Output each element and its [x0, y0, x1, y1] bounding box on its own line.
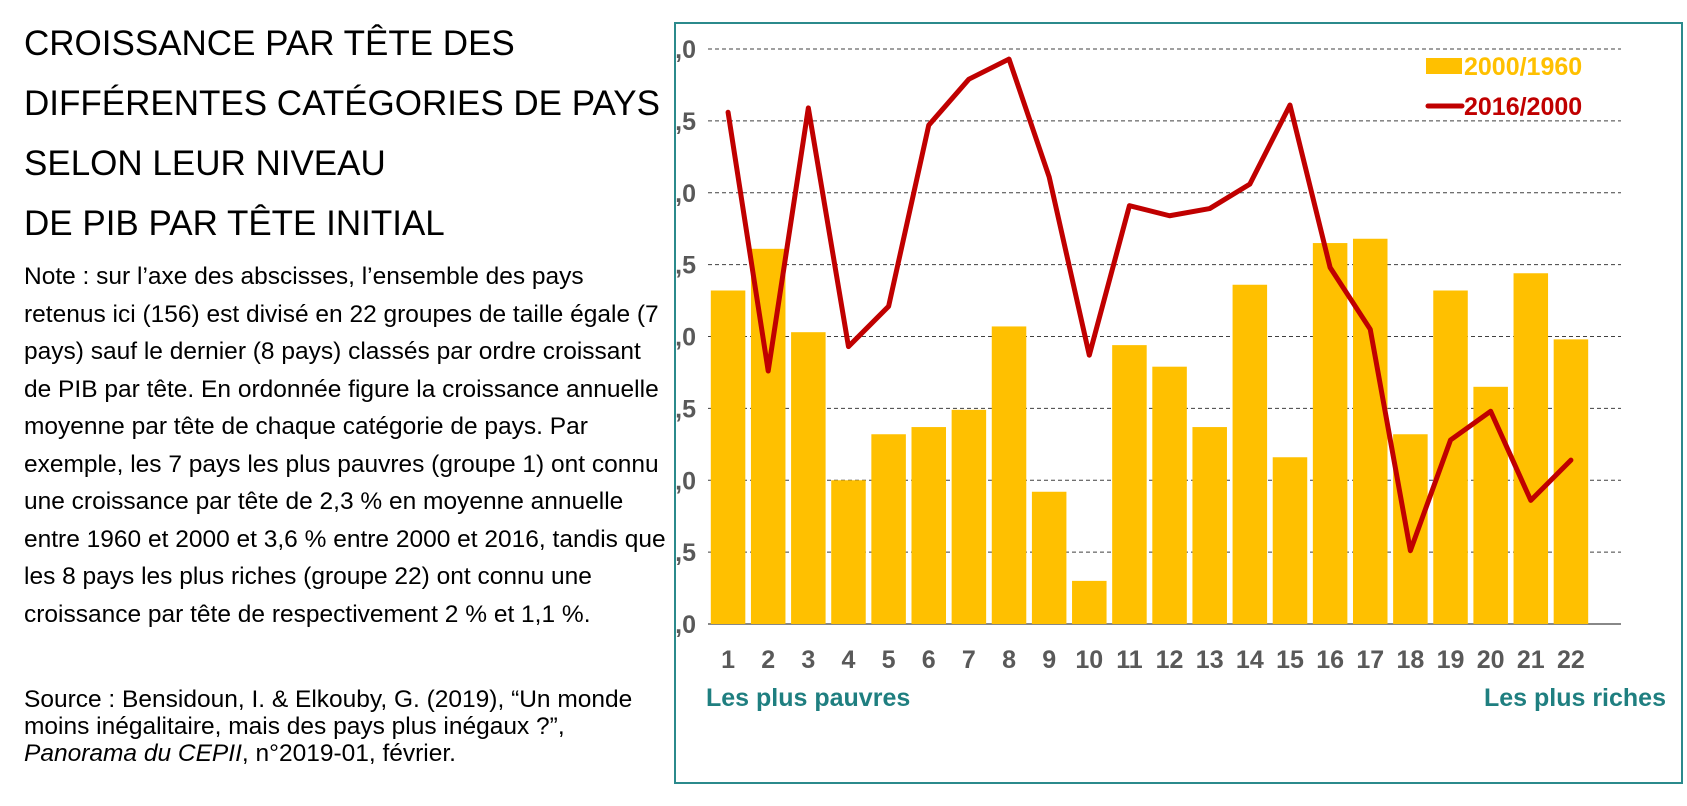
- y-tick-label: 3,0: [676, 180, 696, 208]
- x-tick-label: 2: [761, 646, 775, 674]
- title-line-2: DIFFÉRENTES CATÉGORIES DE PAYS: [24, 84, 660, 123]
- bar-13: [1192, 427, 1227, 624]
- source-suffix: , n°2019-01, février.: [241, 740, 456, 767]
- x-tick-label: 13: [1196, 646, 1224, 674]
- x-tick-label: 11: [1116, 646, 1143, 674]
- bar-11: [1112, 345, 1147, 624]
- x-tick-label: 9: [1042, 646, 1056, 674]
- title-line-1: CROISSANCE PAR TÊTE DES: [24, 24, 515, 63]
- x-tick-label: 22: [1557, 646, 1585, 674]
- note-paragraph: Note : sur l’axe des abscisses, l’ensemb…: [24, 263, 666, 628]
- bar-22: [1553, 339, 1589, 624]
- y-tick-label: 1,0: [676, 467, 696, 495]
- bar-10: [1072, 580, 1107, 624]
- line-series: [725, 56, 1574, 554]
- x-tick-label: 8: [1002, 646, 1016, 674]
- y-tick-label: 2,5: [676, 252, 696, 280]
- chart-frame: 0,00,51,01,52,02,53,03,54,0 123456789101…: [674, 22, 1683, 784]
- source-italic: Panorama du CEPII: [24, 740, 242, 767]
- legend-label-line: 2016/2000: [1464, 93, 1582, 121]
- bar-19: [1433, 290, 1468, 624]
- growth-chart: 0,00,51,01,52,02,53,03,54,0 123456789101…: [676, 36, 1666, 712]
- x-tick-label: 20: [1477, 646, 1505, 674]
- bar-5: [871, 434, 906, 624]
- source-citation: Source : Bensidoun, I. & Elkouby, G. (20…: [24, 686, 669, 767]
- bar-7: [951, 409, 987, 624]
- legend: 2000/1960 2016/2000: [1425, 53, 1582, 121]
- x-tick-label: 14: [1236, 646, 1264, 674]
- title-line-4: DE PIB PAR TÊTE INITIAL: [24, 204, 445, 243]
- bar-4: [831, 480, 866, 624]
- y-axis-labels: 0,0 0,5 1,0 1,5 2,0 2,5 3,0 3,5 4,0: [676, 36, 696, 639]
- y-tick-label: 0,5: [676, 539, 696, 567]
- x-tick-label: 7: [962, 646, 976, 674]
- y-tick-label: 3,5: [676, 108, 696, 136]
- x-tick-label: 19: [1437, 646, 1465, 674]
- legend-label-bar: 2000/1960: [1464, 53, 1582, 81]
- x-tick-label: 16: [1316, 646, 1344, 674]
- x-tick-label: 12: [1156, 646, 1184, 674]
- bar-18: [1393, 434, 1428, 624]
- x-tick-label: 5: [882, 646, 896, 674]
- x-tick-label: 10: [1075, 646, 1103, 674]
- line-2016-2000: [725, 56, 1574, 554]
- x-tick-label: 6: [922, 646, 936, 674]
- y-tick-label: 2,0: [676, 324, 696, 352]
- x-tick-label: 4: [842, 646, 856, 674]
- bar-15: [1272, 457, 1308, 624]
- y-tick-label: 4,0: [676, 36, 696, 64]
- bar-8: [991, 326, 1027, 624]
- bar-12: [1152, 366, 1187, 624]
- source-prefix: Source : Bensidoun, I. & Elkouby, G. (20…: [24, 686, 633, 740]
- left-end-label: Les plus pauvres: [706, 684, 910, 712]
- title-block: CROISSANCE PAR TÊTE DES DIFFÉRENTES CATÉ…: [24, 14, 664, 254]
- bar-17: [1352, 238, 1388, 624]
- title-line-3: SELON LEUR NIVEAU: [24, 144, 386, 183]
- bar-9: [1031, 491, 1067, 624]
- x-tick-label: 21: [1517, 646, 1545, 674]
- bar-6: [911, 427, 947, 624]
- bar-16: [1312, 243, 1348, 624]
- y-tick-label: 0,0: [676, 611, 696, 639]
- bar-14: [1232, 284, 1268, 624]
- bar-series: [710, 238, 1589, 624]
- bar-21: [1513, 273, 1549, 624]
- x-tick-label: 1: [721, 646, 735, 674]
- x-tick-label: 17: [1356, 646, 1384, 674]
- x-tick-label: 18: [1396, 646, 1424, 674]
- legend-swatch-bar: [1426, 58, 1462, 74]
- right-end-label: Les plus riches: [1484, 684, 1666, 712]
- y-tick-label: 1,5: [676, 395, 696, 423]
- bar-20: [1473, 386, 1508, 624]
- x-axis-labels: 1 2 3 4 5 6 7 8 9 10 11 12 13 14 15 16 17 18 19 20 21 22: [721, 646, 1585, 674]
- bar-3: [791, 332, 826, 624]
- x-tick-label: 3: [801, 646, 815, 674]
- x-tick-label: 15: [1276, 646, 1304, 674]
- bar-1: [710, 290, 746, 624]
